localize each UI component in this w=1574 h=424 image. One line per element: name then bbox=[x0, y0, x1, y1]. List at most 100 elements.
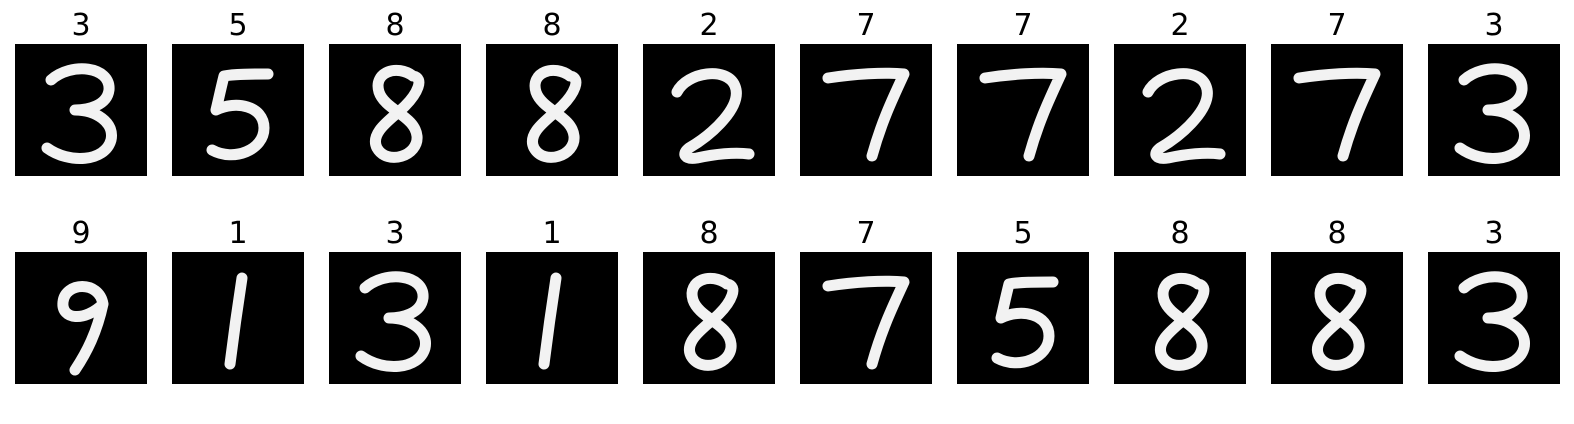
digit-stroke bbox=[822, 67, 910, 162]
digit-drawing bbox=[329, 252, 461, 384]
digit-stroke bbox=[1454, 63, 1530, 164]
digit-stroke bbox=[1293, 67, 1381, 162]
digit-cell: 3 bbox=[329, 216, 461, 424]
digit-drawing bbox=[1428, 44, 1560, 176]
digit-label: 7 bbox=[1013, 8, 1033, 43]
grid-row-2: 9 1 3 1 8 7 5 8 bbox=[15, 216, 1560, 424]
digit-label: 5 bbox=[1013, 216, 1033, 251]
digit-stroke bbox=[979, 67, 1067, 162]
digit-image bbox=[15, 252, 147, 384]
digit-image bbox=[172, 44, 304, 176]
grid-row-1: 3 5 8 8 2 7 7 2 bbox=[15, 8, 1560, 216]
digit-cell: 8 bbox=[643, 216, 775, 424]
digit-label: 8 bbox=[1327, 216, 1347, 251]
digit-drawing bbox=[957, 252, 1089, 384]
digit-image bbox=[486, 44, 618, 176]
digit-cell: 3 bbox=[1428, 216, 1560, 424]
digit-label: 3 bbox=[1484, 216, 1504, 251]
digit-cell: 8 bbox=[1114, 216, 1246, 424]
digit-image bbox=[957, 252, 1089, 384]
digit-drawing bbox=[643, 252, 775, 384]
digit-label: 8 bbox=[699, 216, 719, 251]
digit-stroke bbox=[526, 64, 582, 163]
digit-drawing bbox=[1271, 252, 1403, 384]
digit-cell: 2 bbox=[643, 8, 775, 216]
digit-drawing bbox=[1114, 252, 1246, 384]
digit-stroke bbox=[355, 271, 431, 372]
digit-image bbox=[1114, 252, 1246, 384]
digit-cell: 8 bbox=[486, 8, 618, 216]
digit-grid: 3 5 8 8 2 7 7 2 bbox=[15, 8, 1560, 424]
digit-label: 1 bbox=[542, 216, 562, 251]
digit-image bbox=[329, 252, 461, 384]
digit-cell: 8 bbox=[329, 8, 461, 216]
digit-image bbox=[1428, 44, 1560, 176]
digit-drawing bbox=[1271, 44, 1403, 176]
digit-drawing bbox=[15, 252, 147, 384]
digit-drawing bbox=[800, 252, 932, 384]
digit-image bbox=[800, 44, 932, 176]
digit-image bbox=[800, 252, 932, 384]
digit-cell: 8 bbox=[1271, 216, 1403, 424]
image-background bbox=[1271, 44, 1403, 176]
digit-label: 3 bbox=[1484, 8, 1504, 43]
digit-cell: 2 bbox=[1114, 8, 1246, 216]
digit-image bbox=[643, 252, 775, 384]
digit-stroke bbox=[41, 63, 117, 164]
digit-image bbox=[1114, 44, 1246, 176]
image-background bbox=[800, 252, 932, 384]
digit-cell: 3 bbox=[15, 8, 147, 216]
digit-drawing bbox=[1114, 44, 1246, 176]
digit-stroke bbox=[822, 275, 910, 370]
digit-stroke bbox=[1142, 68, 1226, 164]
image-background bbox=[800, 44, 932, 176]
digit-stroke bbox=[206, 68, 274, 161]
digit-drawing bbox=[1428, 252, 1560, 384]
digit-label: 8 bbox=[1170, 216, 1190, 251]
digit-image bbox=[1271, 44, 1403, 176]
digit-label: 1 bbox=[228, 216, 248, 251]
digit-image bbox=[1271, 252, 1403, 384]
digit-image bbox=[15, 44, 147, 176]
digit-stroke bbox=[224, 272, 248, 370]
digit-stroke bbox=[683, 272, 739, 371]
digit-cell: 3 bbox=[1428, 8, 1560, 216]
digit-drawing bbox=[643, 44, 775, 176]
digit-cell: 1 bbox=[172, 216, 304, 424]
digit-stroke bbox=[671, 68, 755, 164]
digit-drawing bbox=[15, 44, 147, 176]
image-background bbox=[957, 44, 1089, 176]
digit-drawing bbox=[172, 252, 304, 384]
digit-cell: 9 bbox=[15, 216, 147, 424]
digit-drawing bbox=[800, 44, 932, 176]
digit-cell: 5 bbox=[957, 216, 1089, 424]
digit-label: 9 bbox=[71, 216, 91, 251]
digit-drawing bbox=[486, 252, 618, 384]
digit-label: 2 bbox=[699, 8, 719, 43]
digit-cell: 7 bbox=[957, 8, 1089, 216]
digit-stroke bbox=[538, 272, 562, 370]
digit-label: 7 bbox=[1327, 8, 1347, 43]
digit-label: 8 bbox=[542, 8, 562, 43]
digit-cell: 7 bbox=[800, 216, 932, 424]
digit-stroke bbox=[1154, 272, 1210, 371]
digit-label: 8 bbox=[385, 8, 405, 43]
digit-label: 5 bbox=[228, 8, 248, 43]
digit-cell: 7 bbox=[1271, 8, 1403, 216]
digit-image bbox=[643, 44, 775, 176]
digit-stroke bbox=[57, 281, 109, 376]
digit-drawing bbox=[486, 44, 618, 176]
digit-cell: 1 bbox=[486, 216, 618, 424]
digit-label: 7 bbox=[856, 8, 876, 43]
digit-label: 7 bbox=[856, 216, 876, 251]
digit-image bbox=[329, 44, 461, 176]
digit-stroke bbox=[369, 64, 425, 163]
digit-cell: 5 bbox=[172, 8, 304, 216]
digit-image bbox=[957, 44, 1089, 176]
digit-drawing bbox=[172, 44, 304, 176]
digit-drawing bbox=[329, 44, 461, 176]
digit-drawing bbox=[957, 44, 1089, 176]
digit-stroke bbox=[1454, 271, 1530, 372]
digit-image bbox=[1428, 252, 1560, 384]
digit-image bbox=[486, 252, 618, 384]
